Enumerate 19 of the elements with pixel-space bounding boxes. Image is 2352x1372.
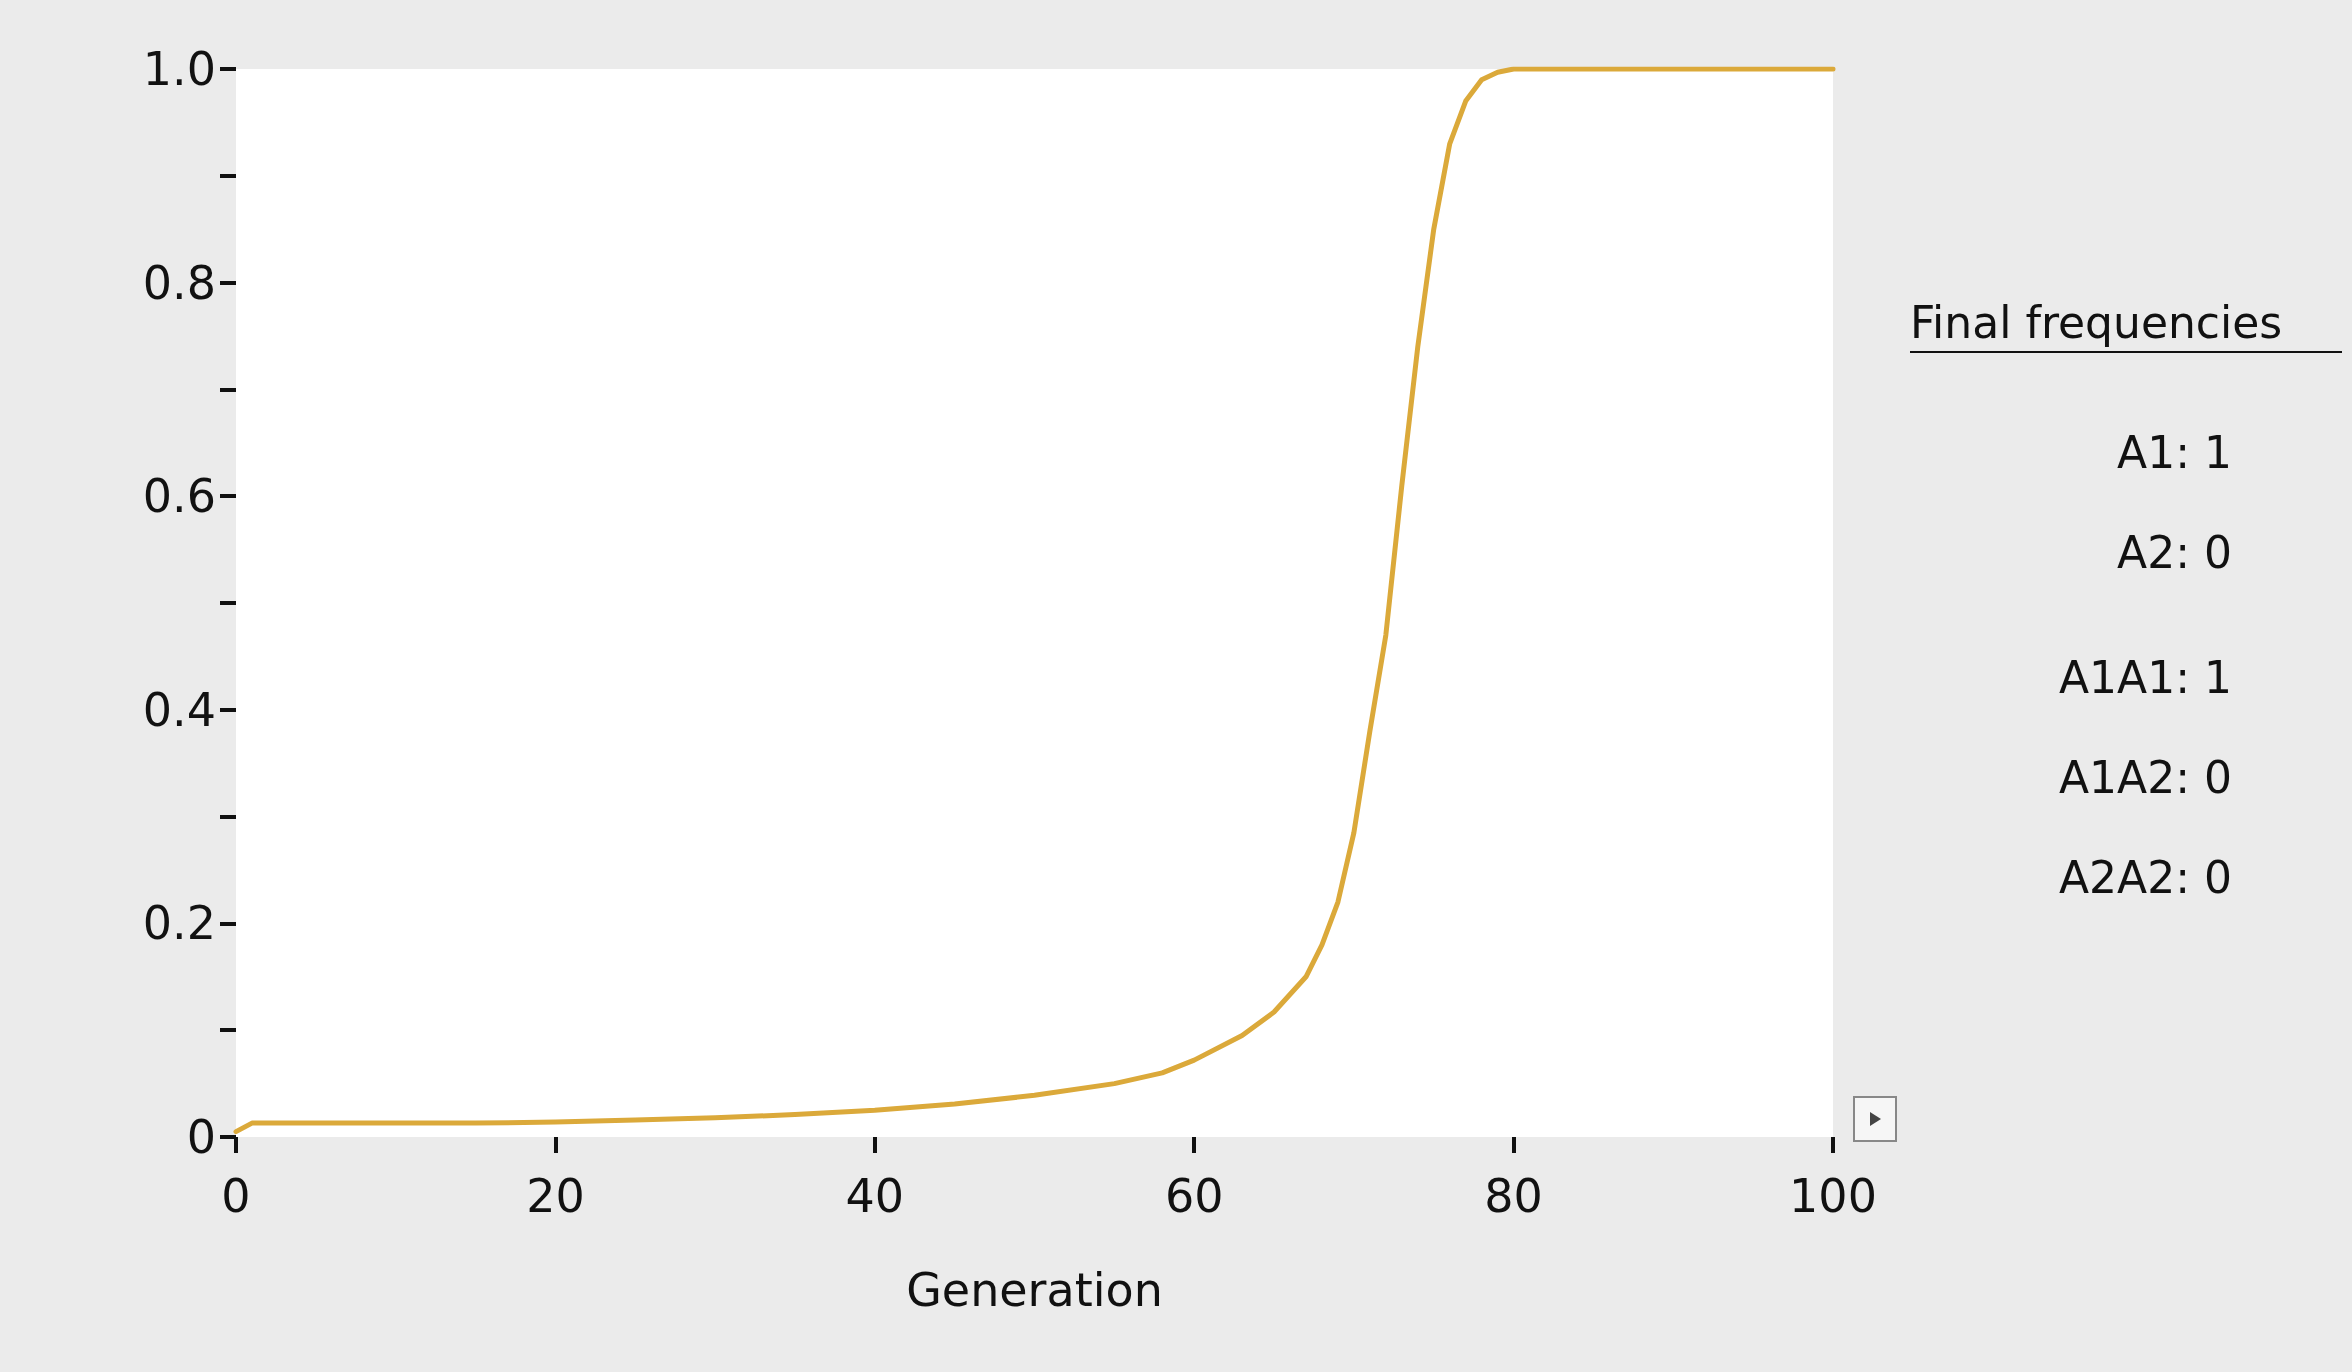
x-tick-label: 100 bbox=[1789, 1169, 1877, 1223]
y-tick-label: 0.4 bbox=[142, 682, 216, 737]
x-tick-label: 60 bbox=[1164, 1169, 1224, 1223]
y-tick-label: 0.6 bbox=[142, 469, 216, 524]
text: Final frequencies bbox=[1910, 296, 2283, 348]
text: A1: 1 bbox=[2117, 426, 2232, 478]
text: A2A2: 0 bbox=[2059, 851, 2232, 903]
y-tick-label: 1.0 bbox=[142, 42, 216, 96]
y-tick-label: 0.2 bbox=[142, 896, 216, 951]
y-tick-label: 0.8 bbox=[142, 255, 216, 310]
text: A2: 0 bbox=[2117, 526, 2232, 578]
x-axis-title: Generation bbox=[906, 1263, 1163, 1317]
text: A1A1: 1 bbox=[2059, 651, 2232, 703]
text: A1A2: 0 bbox=[2059, 751, 2232, 803]
x-tick-label: 0 bbox=[221, 1169, 251, 1223]
y-tick-label: 0 bbox=[186, 1110, 216, 1164]
x-tick-label: 40 bbox=[845, 1169, 905, 1223]
x-tick-label: 20 bbox=[526, 1169, 585, 1223]
x-tick-label: 80 bbox=[1484, 1169, 1543, 1223]
